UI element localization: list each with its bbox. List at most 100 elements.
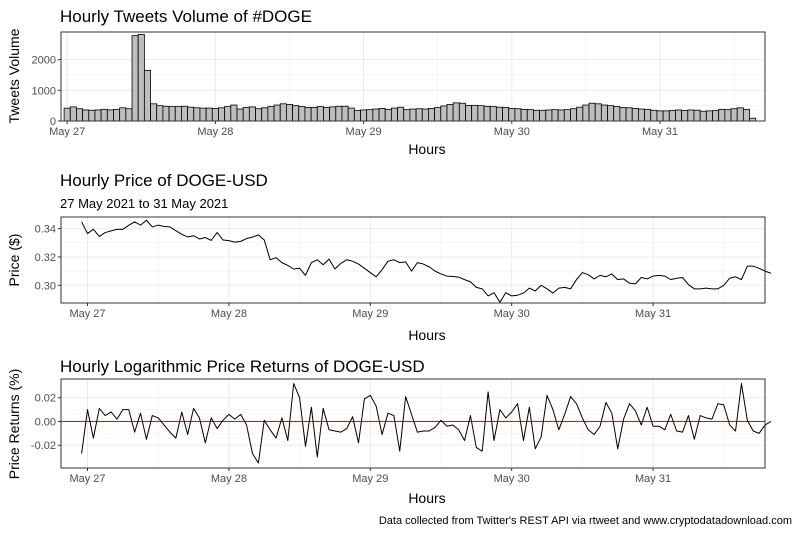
tweets-chart-title: Hourly Tweets Volume of #DOGE	[60, 7, 312, 26]
returns-x-tick-label: May 28	[211, 473, 247, 485]
tweet-volume-bar	[675, 109, 683, 122]
tweet-volume-bar	[100, 108, 108, 122]
tweet-volume-bar	[471, 104, 479, 122]
tweet-volume-bar	[372, 108, 380, 122]
tweet-volume-bar	[390, 107, 398, 122]
tweet-volume-bar	[440, 105, 448, 122]
tweet-volume-bar	[329, 106, 337, 122]
tweet-volume-bar	[174, 106, 182, 122]
tweet-volume-bar	[267, 106, 275, 122]
tweets-y-axis-label: Tweets Volume	[6, 28, 22, 123]
tweet-volume-bar	[224, 106, 232, 122]
price-x-tick-label: May 31	[635, 308, 671, 320]
returns-x-tick-label: May 27	[69, 473, 105, 485]
tweet-volume-bar	[69, 106, 77, 122]
price-panel-frame	[60, 216, 766, 304]
tweets-y-tick-label: 1000	[32, 85, 56, 97]
tweet-volume-bar	[428, 108, 436, 122]
returns-panel-frame	[60, 378, 766, 469]
tweets-x-tick-label: May 30	[494, 126, 530, 138]
tweet-volume-bar	[452, 102, 460, 122]
tweet-volume-bar	[607, 105, 615, 122]
tweet-volume-bar	[526, 109, 534, 122]
tweets-x-tick-label: May 31	[642, 126, 678, 138]
tweet-volume-bar	[187, 106, 195, 122]
tweet-volume-bar	[106, 109, 114, 122]
tweet-volume-bar	[218, 107, 226, 122]
tweet-volume-bar	[718, 108, 726, 122]
tweet-volume-bar	[600, 104, 608, 122]
tweet-volume-bar	[143, 69, 151, 122]
tweet-volume-bar	[458, 102, 466, 122]
price-panel-border	[60, 216, 766, 304]
tweet-volume-bar	[557, 109, 565, 122]
tweet-volume-bar	[323, 107, 331, 122]
tweet-volume-bar	[236, 108, 244, 122]
tweet-volume-bar	[125, 108, 133, 122]
tweet-volume-bar	[434, 107, 442, 122]
price-chart-subtitle: 27 May 2021 to 31 May 2021	[60, 196, 228, 211]
tweet-volume-bar	[508, 108, 516, 122]
tweet-volume-bar	[631, 108, 639, 122]
tweets-x-tick-label: May 28	[197, 126, 233, 138]
tweet-volume-bar	[477, 105, 485, 122]
tweet-volume-bar	[168, 106, 176, 122]
tweets-x-tick-label: May 27	[49, 126, 85, 138]
tweet-volume-bar	[582, 104, 590, 122]
data-source-caption: Data collected from Twitter's REST API v…	[379, 515, 792, 527]
tweet-volume-bar	[650, 109, 658, 122]
tweet-volume-bar	[619, 107, 627, 122]
tweet-volume-bar	[489, 106, 497, 122]
tweet-volume-bar	[736, 107, 744, 122]
tweet-volume-bar	[502, 107, 510, 122]
tweet-volume-bar	[563, 109, 571, 122]
tweets-panel-frame	[60, 31, 766, 122]
tweet-volume-bar	[570, 108, 578, 122]
tweet-volume-bar	[286, 104, 293, 122]
price-chart-title: Hourly Price of DOGE-USD	[60, 171, 268, 190]
tweet-volume-bar	[341, 105, 349, 122]
tweet-volume-bar	[644, 108, 652, 122]
tweet-volume-bar	[378, 108, 386, 122]
returns-panel-border	[60, 378, 766, 469]
tweet-volume-bar	[693, 109, 701, 122]
tweet-volume-bar	[594, 103, 602, 122]
price-y-tick-label: 0.34	[35, 224, 56, 236]
tweet-volume-bar	[137, 34, 145, 122]
tweet-volume-bar	[292, 105, 300, 122]
returns-y-tick-label: -0.02	[31, 440, 56, 452]
tweet-volume-bar	[279, 103, 287, 122]
tweet-volume-bar	[520, 108, 528, 122]
tweet-volume-bar	[551, 109, 559, 122]
returns-x-tick-label: May 31	[635, 473, 671, 485]
tweet-volume-bar	[656, 110, 664, 122]
tweet-volume-bar	[613, 106, 621, 122]
tweet-volume-bar	[465, 104, 473, 122]
price-y-tick-label: 0.30	[35, 280, 56, 292]
tweet-volume-bar	[94, 109, 102, 122]
tweet-volume-bar	[366, 109, 374, 122]
returns-chart-title: Hourly Logarithmic Price Returns of DOGE…	[60, 357, 425, 376]
tweet-volume-bar	[255, 108, 263, 122]
tweets-x-axis-label: Hours	[408, 141, 445, 157]
returns-y-axis-label: Price Returns (%)	[6, 369, 22, 479]
returns-y-tick-label: 0.00	[35, 416, 56, 428]
tweet-volume-bar	[403, 109, 411, 122]
tweet-volume-bar	[131, 35, 139, 122]
price-x-tick-label: May 27	[69, 308, 105, 320]
price-y-tick-label: 0.32	[35, 252, 56, 264]
price-series-line	[81, 219, 772, 303]
tweet-volume-bar	[304, 107, 312, 122]
tweet-volume-bar	[211, 108, 219, 122]
tweet-volume-bar	[335, 105, 343, 122]
tweet-volume-bar	[625, 107, 633, 122]
price-x-axis-label: Hours	[408, 327, 445, 343]
returns-chart: Hourly Logarithmic Price Returns of DOGE…	[6, 357, 772, 506]
tweet-volume-bar	[76, 108, 84, 122]
tweet-volume-bar	[384, 108, 392, 122]
tweet-volume-bar	[415, 108, 423, 122]
tweet-volume-bar	[298, 106, 306, 122]
tweet-volume-bar	[199, 107, 207, 122]
tweet-volume-bar	[724, 109, 732, 122]
